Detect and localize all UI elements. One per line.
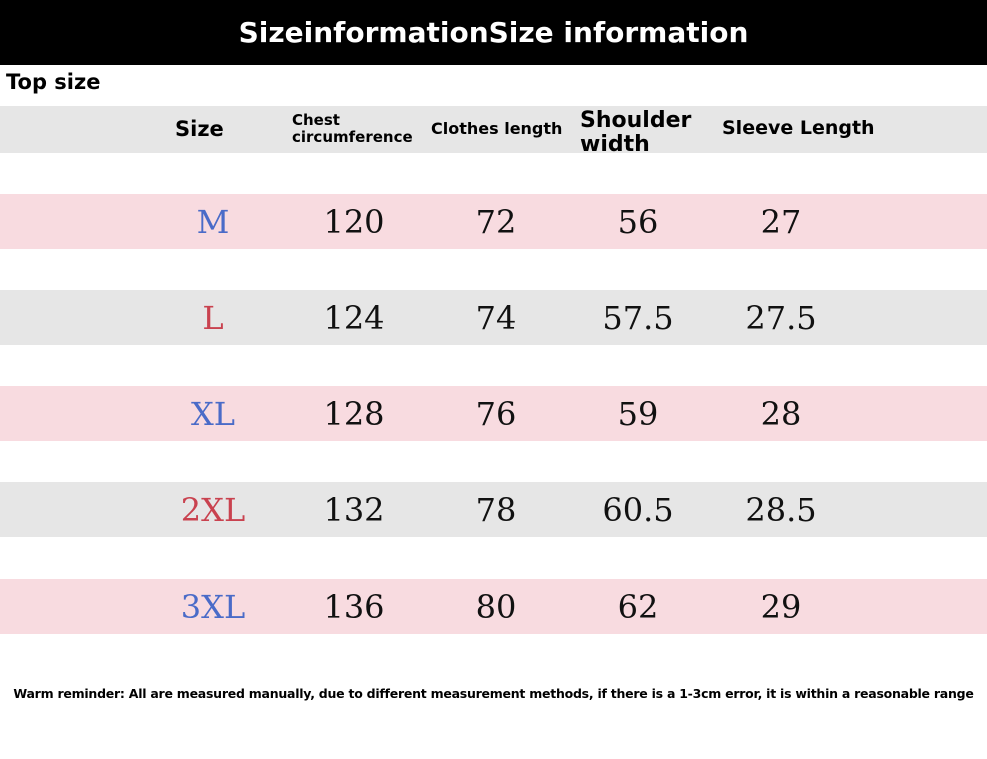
sleeve-value: 29 [760,587,802,626]
header-shoulder-line2: width [580,132,650,158]
header-shoulder-line1: Shoulder [580,108,692,133]
header-chest: Chest circumference [292,112,413,145]
sleeve-value: 28 [760,394,802,433]
header-chest-line1: Chest [292,111,340,129]
header-sleeve-length: Sleeve Length [722,117,875,139]
header-shoulder: Shoulder width [580,108,692,158]
warm-reminder-note: Warm reminder: All are measured manually… [13,686,974,701]
length-value: 74 [475,298,517,337]
table-row: XL 128 76 59 28 [0,386,987,441]
shoulder-value: 57.5 [602,298,674,337]
length-value: 80 [475,587,517,626]
length-value: 78 [475,490,517,529]
shoulder-value: 62 [617,587,659,626]
sleeve-value: 27 [760,202,802,241]
size-label: 3XL [180,587,246,626]
size-label: 2XL [180,490,246,529]
shoulder-value: 56 [617,202,659,241]
chest-value: 132 [323,490,385,529]
table-row: L 124 74 57.5 27.5 [0,290,987,345]
chest-value: 120 [323,202,385,241]
shoulder-value: 59 [617,394,659,433]
table-header: Size Chest circumference Clothes length … [0,106,987,157]
section-label: Top size [6,70,101,94]
table-row: 2XL 132 78 60.5 28.5 [0,482,987,537]
size-label: L [202,298,224,337]
chest-value: 136 [323,587,385,626]
header-clothes-length: Clothes length [431,119,563,138]
header-chest-line2: circumference [292,127,413,146]
sleeve-value: 28.5 [745,490,817,529]
shoulder-value: 60.5 [602,490,674,529]
size-label: XL [190,394,236,433]
header-size: Size [175,117,224,141]
page-title: SizeinformationSize information [0,0,987,65]
table-row: M 120 72 56 27 [0,194,987,249]
length-value: 72 [475,202,517,241]
chest-value: 128 [323,394,385,433]
length-value: 76 [475,394,517,433]
chest-value: 124 [323,298,385,337]
size-label: M [196,202,230,241]
sleeve-value: 27.5 [745,298,817,337]
table-row: 3XL 136 80 62 29 [0,579,987,634]
